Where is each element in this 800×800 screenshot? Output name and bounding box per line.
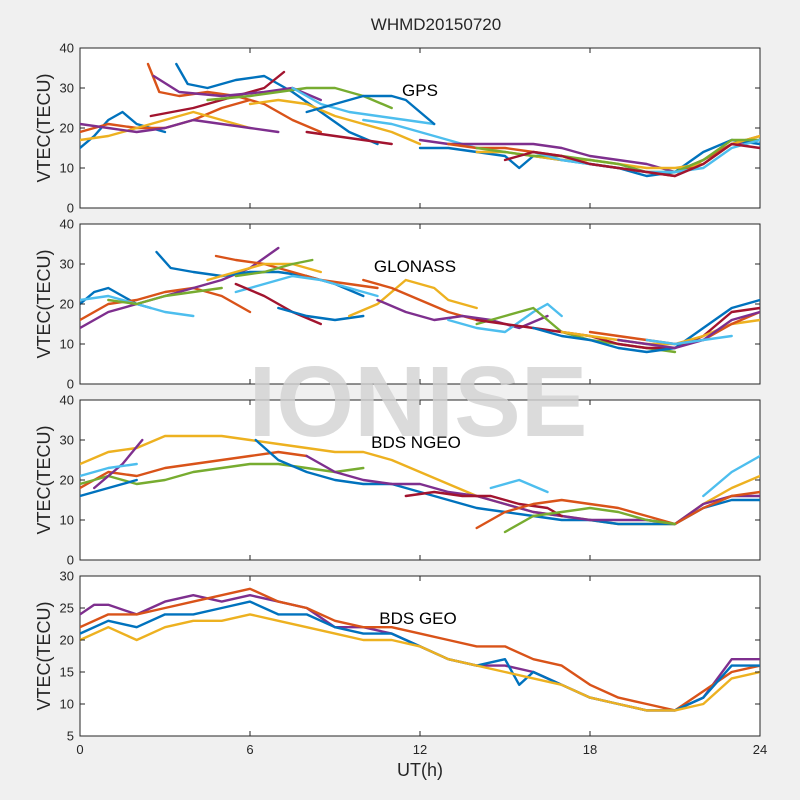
gps-ytick-label: 40 <box>60 41 74 56</box>
glonass-series-line <box>376 298 549 330</box>
bds-ngeo-axes-box <box>79 399 761 561</box>
gps-series-line <box>503 142 760 178</box>
glonass-series-line <box>447 302 563 334</box>
glonass-series-line <box>214 254 379 290</box>
bds-geo-system-label: BDS GEO <box>379 609 456 628</box>
glonass-series-line <box>645 334 733 346</box>
glonass-series-line <box>475 306 760 350</box>
gps-series-line <box>80 118 280 134</box>
bds-ngeo-series-line <box>80 462 138 478</box>
xtick-label: 24 <box>753 742 767 757</box>
glonass-ytick-label: 30 <box>60 257 74 272</box>
gps-series-line <box>149 70 286 118</box>
gps-axes-box <box>79 47 761 209</box>
gps-ytick-label: 20 <box>60 121 74 136</box>
gps-series-line <box>305 130 393 146</box>
bds-ngeo-series-line <box>80 450 308 490</box>
gps-series-line <box>362 118 478 150</box>
gps-series-line <box>146 62 322 134</box>
gps-system-label: GPS <box>402 81 438 100</box>
bds-geo-panel: 0 6 12 18 24 5 10 15 20 25 30 VTEC(TECU) UT(h) BDS GE… <box>34 569 767 781</box>
bds-ngeo-panel: 0 10 20 30 40 VTEC(TECU) BDS NGEO <box>34 393 761 568</box>
glonass-series-line <box>234 274 379 298</box>
bds-ngeo-ylabel: VTEC(TECU) <box>34 426 54 535</box>
glonass-series-line <box>617 310 760 350</box>
glonass-series-line <box>277 306 365 322</box>
bds-geo-ylabel: VTEC(TECU) <box>34 602 54 711</box>
gps-series-line <box>291 86 436 126</box>
glonass-panel: 0 10 20 30 40 VTEC(TECU) GLONASS <box>34 217 761 392</box>
glonass-ytick-label: 40 <box>60 217 74 232</box>
bds-ngeo-series-line <box>80 462 365 486</box>
xtick-label: 12 <box>413 742 427 757</box>
glonass-series-line <box>234 258 314 278</box>
bds-ngeo-ytick-label: 40 <box>60 393 74 408</box>
figure-title: WHMD20150720 <box>371 15 501 34</box>
bds-ngeo-series-line <box>503 506 677 534</box>
bds-geo-series-group <box>80 587 760 712</box>
glonass-series-line <box>532 298 760 354</box>
xtick-label: 0 <box>76 742 83 757</box>
glonass-axes-box <box>79 223 761 385</box>
bds-ngeo-series-line <box>80 478 138 498</box>
bds-ngeo-series-group <box>80 434 760 534</box>
gps-series-line <box>305 94 436 126</box>
bds-geo-series-line <box>80 587 760 712</box>
xtick-label: 18 <box>583 742 597 757</box>
bds-ngeo-series-line <box>404 490 563 518</box>
xlabel: UT(h) <box>397 760 443 780</box>
bds-ngeo-series-line <box>475 490 760 530</box>
bds-geo-series-line <box>80 613 760 712</box>
gps-ytick-label: 10 <box>60 161 74 176</box>
bds-geo-ytick-label: 15 <box>60 665 74 680</box>
gps-ytick-label: 30 <box>60 81 74 96</box>
bds-geo-ytick-label: 20 <box>60 633 74 648</box>
glonass-ytick-label: 20 <box>60 297 74 312</box>
bds-geo-ytick-label: 25 <box>60 601 74 616</box>
bds-geo-ytick-label: 10 <box>60 697 74 712</box>
gps-ytick-label: 0 <box>67 201 74 216</box>
glonass-series-line <box>362 278 478 322</box>
watermark-text: IONISE <box>249 346 588 458</box>
glonass-series-line <box>206 262 322 282</box>
bds-ngeo-system-label: BDS NGEO <box>371 433 461 452</box>
gps-series-line <box>80 110 252 142</box>
bds-ngeo-ytick-label: 20 <box>60 473 74 488</box>
bds-ngeo-series-line <box>93 438 144 490</box>
gps-ylabel: VTEC(TECU) <box>34 74 54 183</box>
glonass-system-label: GLONASS <box>374 257 456 276</box>
bds-ngeo-ytick-label: 0 <box>67 553 74 568</box>
gps-series-line <box>175 62 379 146</box>
glonass-series-line <box>348 278 478 318</box>
bds-ngeo-ytick-label: 10 <box>60 513 74 528</box>
gps-panel: 0 10 20 30 40 VTEC(TECU) GPS <box>34 41 761 216</box>
bds-ngeo-ytick-label: 30 <box>60 433 74 448</box>
bds-geo-ytick-label: 5 <box>67 729 74 744</box>
glonass-ylabel: VTEC(TECU) <box>34 250 54 359</box>
glonass-series-line <box>234 282 322 326</box>
gps-series-group <box>80 62 760 178</box>
glonass-series-group <box>80 246 760 354</box>
bds-geo-axes-box <box>79 575 761 737</box>
glonass-ytick-label: 0 <box>67 377 74 392</box>
bds-ngeo-series-line <box>702 454 760 498</box>
glonass-series-line <box>80 286 252 322</box>
gps-series-line <box>248 98 422 146</box>
bds-ngeo-series-line <box>489 478 549 494</box>
xtick-label: 6 <box>246 742 253 757</box>
glonass-series-line <box>107 286 223 306</box>
bds-geo-ytick-label: 30 <box>60 569 74 584</box>
glonass-ytick-label: 10 <box>60 337 74 352</box>
